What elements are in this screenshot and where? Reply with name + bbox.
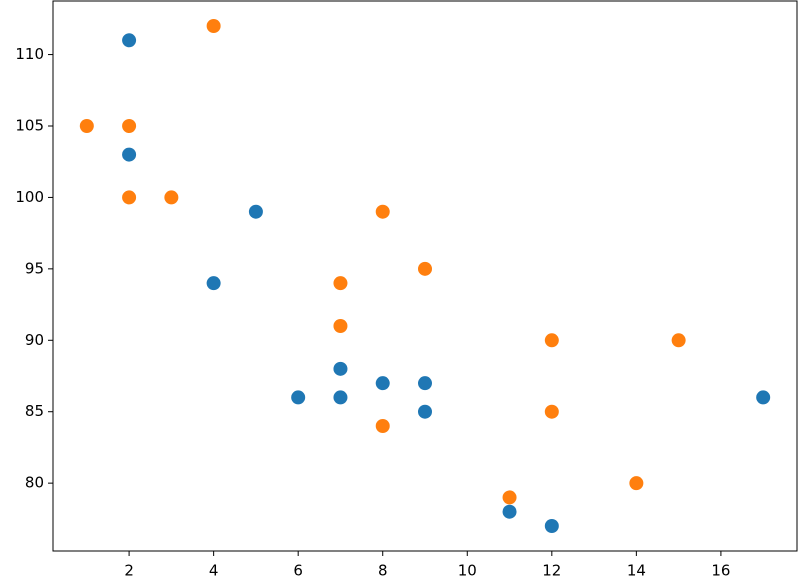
plot-frame (52, 0, 798, 552)
point (629, 476, 644, 491)
y-tick-label: 80 (25, 474, 44, 492)
point (418, 376, 432, 391)
x-tick-label: 14 (627, 562, 646, 580)
y-tick-label: 110 (15, 45, 44, 63)
point (122, 190, 137, 205)
x-tick-label: 4 (209, 562, 219, 580)
point (544, 404, 559, 419)
point (122, 119, 137, 133)
x-tick-label: 12 (542, 562, 561, 580)
y-tick-label: 100 (15, 188, 44, 206)
point (206, 19, 221, 33)
point (79, 119, 94, 133)
point (248, 204, 263, 219)
point (544, 333, 559, 348)
point (206, 276, 221, 291)
point (502, 490, 517, 505)
x-tick-label: 10 (458, 562, 477, 580)
x-tick-label: 8 (378, 562, 388, 580)
point (375, 204, 390, 219)
point (418, 404, 432, 419)
point (418, 261, 432, 276)
y-tick-label: 105 (15, 117, 44, 135)
y-tick-label: 90 (25, 331, 44, 349)
point (502, 504, 517, 519)
point (333, 276, 348, 291)
y-tick-label: 85 (25, 402, 44, 420)
point (333, 390, 348, 405)
point (544, 519, 559, 533)
point (671, 333, 686, 348)
x-tick-label: 6 (293, 562, 303, 580)
point (375, 419, 390, 433)
point (375, 376, 390, 391)
point (333, 361, 348, 376)
point (122, 147, 137, 162)
point (291, 390, 306, 405)
x-tick-label: 16 (711, 562, 730, 580)
point (164, 190, 179, 205)
point (333, 319, 348, 333)
point (122, 33, 137, 48)
x-tick-label: 2 (124, 562, 134, 580)
y-tick-label: 95 (25, 259, 44, 277)
point (756, 390, 771, 405)
